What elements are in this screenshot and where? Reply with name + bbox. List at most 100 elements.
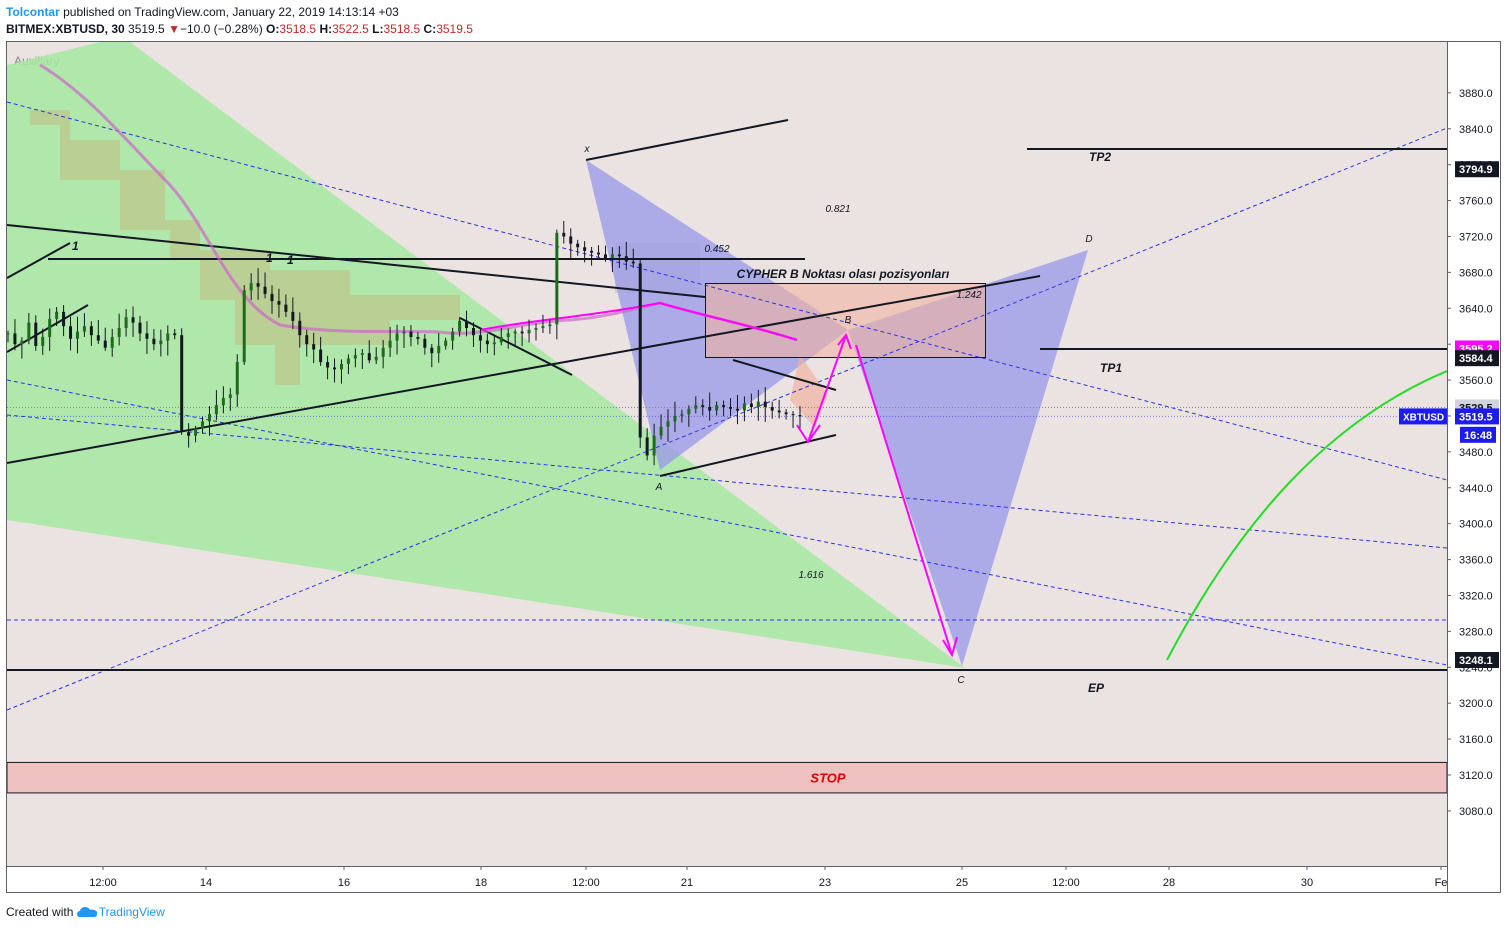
price-badge-label: 16:48 xyxy=(1464,430,1492,442)
candles xyxy=(7,220,802,466)
candle-body xyxy=(506,333,510,337)
author-name[interactable]: Tolcontar xyxy=(6,5,60,19)
y-tick-label: 3640.0 xyxy=(1459,303,1493,315)
candle-body xyxy=(729,406,733,409)
price-chart[interactable]: AuxiliarySTOPxABCD0.4520.8211.2421.616CY… xyxy=(0,0,1507,900)
candle-body xyxy=(82,326,86,332)
price-badge xyxy=(1455,408,1499,425)
pattern-ratio: 0.452 xyxy=(704,244,729,255)
candle-body xyxy=(353,354,357,359)
candle-body xyxy=(62,311,66,327)
level-label-tp2: TP2 xyxy=(1089,150,1111,164)
trendline xyxy=(585,119,789,161)
candle-body xyxy=(96,335,100,341)
trendline xyxy=(659,434,837,477)
y-tick-label: 3760.0 xyxy=(1459,196,1493,208)
cloud-overlay xyxy=(30,110,460,385)
candle-body xyxy=(471,328,475,336)
candle-body xyxy=(298,320,302,336)
triangle-down-icon: ▼ xyxy=(168,22,180,36)
candle-body xyxy=(576,243,580,248)
candle-body xyxy=(75,331,79,339)
candle-body xyxy=(249,283,253,291)
candle-body xyxy=(513,331,517,334)
stop-zone xyxy=(7,761,1447,794)
trendline xyxy=(459,317,573,376)
candle-body xyxy=(20,340,24,345)
published-text: published on TradingView.com, January 22… xyxy=(63,5,399,19)
candle-body xyxy=(388,340,392,348)
candle-body xyxy=(55,311,59,320)
candle-body xyxy=(791,414,795,416)
y-tick-label: 3120.0 xyxy=(1459,770,1493,782)
candle-body xyxy=(680,414,684,416)
x-tick-label: 30 xyxy=(1301,877,1313,889)
open-value: 3518.5 xyxy=(279,22,317,36)
candle-body xyxy=(103,340,107,348)
price-badge-label: 3584.4 xyxy=(1459,353,1494,365)
candle-body xyxy=(27,322,31,341)
candle-body xyxy=(784,412,788,415)
candle-body xyxy=(34,322,38,346)
candle-body xyxy=(583,247,587,251)
candle-body xyxy=(291,311,295,321)
candle-body xyxy=(735,408,739,411)
moving-average-highlight xyxy=(479,301,798,341)
candle-body xyxy=(339,363,343,370)
candle-body xyxy=(346,358,350,364)
candle-body xyxy=(235,362,239,395)
candle-body xyxy=(214,405,218,415)
candle-body xyxy=(152,338,156,345)
dashed-trendline xyxy=(7,414,1447,549)
candle-body xyxy=(555,232,559,325)
pattern-ratio: 0.821 xyxy=(825,204,850,215)
candle-body xyxy=(7,333,10,335)
candle-body xyxy=(527,329,531,334)
candle-body xyxy=(458,320,462,332)
y-tick-label: 3480.0 xyxy=(1459,447,1493,459)
candle-body xyxy=(270,293,274,302)
candle-body xyxy=(416,336,420,339)
price-badge-label: 3794.9 xyxy=(1459,164,1493,176)
pattern-point-x: x xyxy=(584,144,591,155)
y-tick-label: 3200.0 xyxy=(1459,698,1493,710)
y-tick-label: 3880.0 xyxy=(1459,88,1493,100)
candle-body xyxy=(659,426,663,436)
candle-body xyxy=(638,263,642,438)
level-label-ep: EP xyxy=(1088,681,1105,695)
candle-body xyxy=(367,353,371,361)
candle-body xyxy=(305,335,309,345)
candle-body xyxy=(173,333,177,336)
tradingview-brand[interactable]: TradingView xyxy=(98,905,165,919)
arrow-head-down xyxy=(942,636,958,658)
x-tick-label: 12:00 xyxy=(1052,877,1080,889)
ohlc-legend: BITMEX:XBTUSD, 30 3519.5 ▼−10.0 (−0.28%)… xyxy=(6,22,473,36)
candle-body xyxy=(451,331,455,341)
trendline xyxy=(732,359,837,391)
tradingview-cloud-icon xyxy=(76,907,97,917)
candle-body xyxy=(180,335,184,433)
candle-body xyxy=(603,254,607,259)
candle-body xyxy=(124,317,128,329)
candle-body xyxy=(534,328,538,330)
candle-body xyxy=(41,336,45,346)
symbol-tag-badge xyxy=(1399,408,1447,425)
y-tick-label: 3560.0 xyxy=(1459,375,1493,387)
candle-body xyxy=(194,428,198,436)
arrow-head-up xyxy=(837,332,852,350)
price-badge-label: 3248.1 xyxy=(1459,655,1493,667)
y-tick-label: 3320.0 xyxy=(1459,590,1493,602)
candle-body xyxy=(569,236,573,244)
candle-body xyxy=(110,336,114,348)
candle-body xyxy=(520,331,524,334)
pattern-ratio: 1.242 xyxy=(956,290,981,301)
trendline xyxy=(7,275,1041,464)
candle-body xyxy=(742,403,746,411)
dashed-trendline xyxy=(7,101,1447,481)
y-tick-label: 3440.0 xyxy=(1459,483,1493,495)
candle-body xyxy=(284,304,288,312)
price-badge-label: 3519.5 xyxy=(1459,411,1493,423)
candle-body xyxy=(319,349,323,363)
candle-body xyxy=(763,401,767,407)
candle-body xyxy=(687,408,691,415)
